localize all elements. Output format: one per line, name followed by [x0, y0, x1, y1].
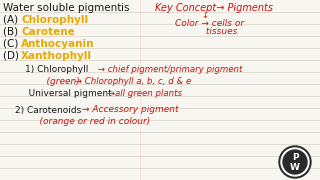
Text: Water soluble pigment: Water soluble pigment	[3, 3, 124, 13]
Text: Chlorophyll: Chlorophyll	[21, 15, 88, 25]
Text: 2) Carotenoids: 2) Carotenoids	[15, 105, 81, 114]
Text: → Chlorophyll a, b, c, d & e: → Chlorophyll a, b, c, d & e	[72, 78, 191, 87]
Text: Carotene: Carotene	[21, 27, 75, 37]
Text: → Accessory pigment: → Accessory pigment	[82, 105, 179, 114]
Text: (B): (B)	[3, 27, 21, 37]
Text: ↓: ↓	[202, 10, 209, 19]
Text: (D): (D)	[3, 51, 22, 61]
Circle shape	[283, 150, 307, 174]
Text: → chief pigment/primary pigment: → chief pigment/primary pigment	[95, 66, 242, 75]
Circle shape	[281, 148, 309, 176]
Text: W: W	[290, 163, 300, 172]
Circle shape	[279, 146, 311, 178]
Text: →all green plants: →all green plants	[105, 89, 182, 98]
Text: Xanthophyll: Xanthophyll	[21, 51, 92, 61]
Text: Key Concept→ Pigments: Key Concept→ Pigments	[155, 3, 273, 13]
Text: (A): (A)	[3, 15, 21, 25]
Text: 1) Chlorophyll: 1) Chlorophyll	[25, 66, 88, 75]
Text: (green): (green)	[35, 78, 80, 87]
Text: is: is	[121, 3, 130, 13]
Text: Universal pigment: Universal pigment	[20, 89, 112, 98]
Text: (C): (C)	[3, 39, 22, 49]
Text: P: P	[292, 154, 298, 163]
Text: (orange or red in colour): (orange or red in colour)	[28, 118, 150, 127]
Text: tissues: tissues	[180, 26, 237, 35]
Text: Color → cells or: Color → cells or	[175, 19, 244, 28]
Text: Anthocyanin: Anthocyanin	[21, 39, 94, 49]
